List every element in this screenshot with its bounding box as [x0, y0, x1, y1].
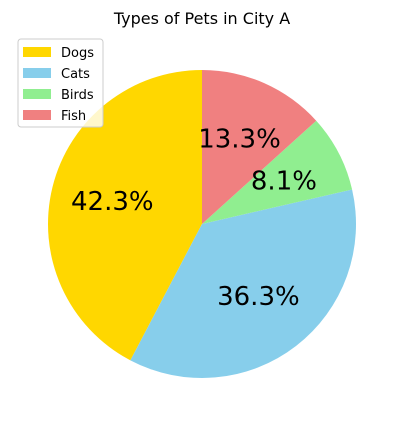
legend-label-fish: Fish	[61, 109, 86, 124]
chart-title: Types of Pets in City A	[113, 9, 290, 28]
legend-label-birds: Birds	[61, 88, 94, 103]
pie-label-cats: 36.3%	[217, 282, 300, 312]
pie-label-dogs: 42.3%	[71, 187, 154, 217]
legend-label-dogs: Dogs	[61, 46, 94, 61]
legend-swatch-dogs	[23, 47, 51, 57]
pie-slices	[48, 70, 356, 378]
legend-swatch-fish	[23, 110, 51, 120]
legend-swatch-birds	[23, 89, 51, 99]
pie-slice-birds	[202, 120, 353, 224]
pie-slice-cats	[130, 189, 356, 378]
pie-label-birds: 8.1%	[251, 166, 317, 196]
pie-slice-dogs	[48, 70, 202, 361]
pie-slice-fish	[202, 70, 317, 224]
pie-percent-labels: 42.3% 36.3% 8.1% 13.3%	[71, 125, 317, 313]
legend: Dogs Cats Birds Fish	[17, 38, 104, 128]
legend-frame	[17, 38, 104, 128]
legend-label-cats: Cats	[61, 67, 90, 82]
legend-swatch-cats	[23, 68, 51, 78]
pie-label-fish: 13.3%	[198, 125, 281, 155]
